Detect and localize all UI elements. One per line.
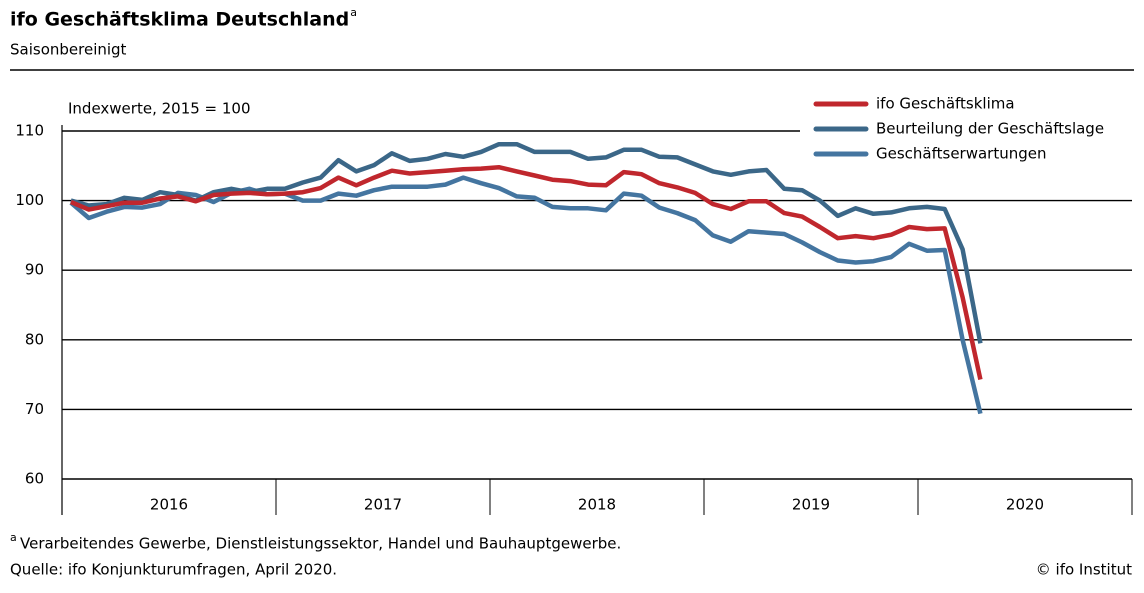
x-tick-label: 2016 [150,496,188,514]
y-tick-label: 60 [25,470,44,488]
legend-label: Beurteilung der Geschäftslage [876,120,1104,138]
series-line [70,141,983,344]
subtitle: Saisonbereinigt [10,41,127,59]
footnote: Verarbeitendes Gewerbe, Dienstleistungss… [20,535,621,553]
y-tick-label: 70 [25,400,44,418]
x-tick-label: 2020 [1006,496,1044,514]
y-tick-label: 110 [15,122,44,140]
series-line [69,175,983,415]
legend-label: Geschäftserwartungen [876,145,1047,163]
y-tick-label: 90 [25,261,44,279]
y-tick-label: 100 [15,191,44,209]
title-note: a [350,6,357,19]
footnote-marker: a [10,531,17,544]
x-tick-label: 2018 [578,496,616,514]
y-axis-label: Indexwerte, 2015 = 100 [68,100,251,118]
copyright: © ifo Institut [1036,561,1132,579]
y-tick-label: 80 [25,330,44,348]
chart-title: ifo Geschäftsklima Deutschland [10,9,349,31]
legend-label: ifo Geschäftsklima [876,95,1015,113]
series-line [70,164,983,380]
x-tick-label: 2019 [792,496,830,514]
source: Quelle: ifo Konjunkturumfragen, April 20… [10,561,337,579]
x-tick-label: 2017 [364,496,402,514]
